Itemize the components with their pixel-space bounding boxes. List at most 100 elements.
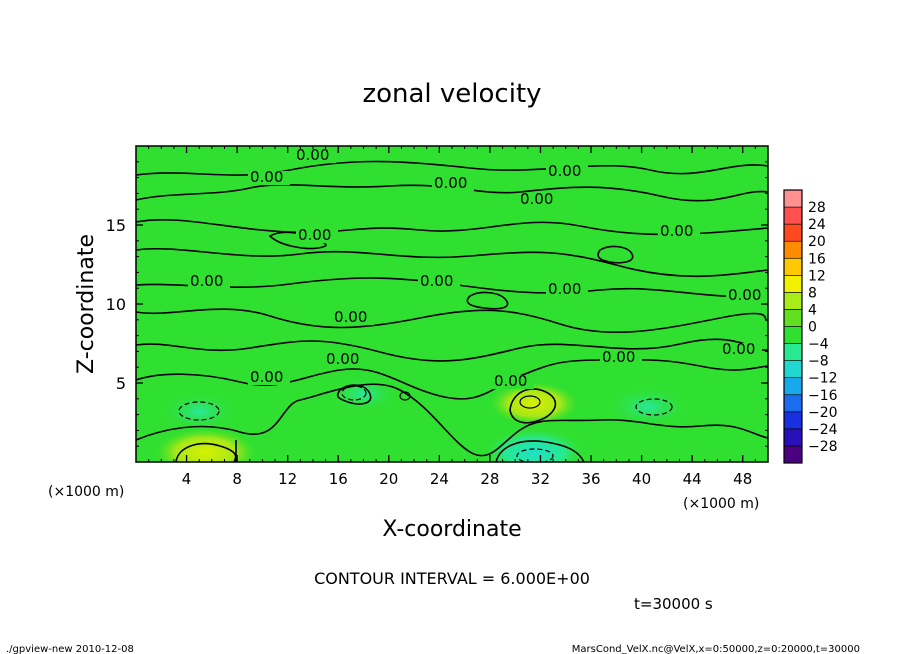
y-tick-label: 5	[116, 374, 126, 393]
contour-line	[466, 291, 509, 310]
colorbar-label: 4	[808, 302, 817, 318]
footer-right: MarsCond_VelX.nc@VelX,x=0:50000,z=0:2000…	[572, 644, 860, 654]
colorbar-swatch	[783, 275, 803, 293]
contour-label: 0.00	[660, 222, 693, 240]
x-tick-label: 40	[632, 470, 651, 488]
x-tick-label: 32	[531, 470, 550, 488]
colorbar-label: 28	[808, 200, 826, 216]
chart-title: zonal velocity	[362, 79, 541, 109]
colorbar-label: −16	[808, 388, 838, 404]
contour-label: 0.00	[434, 174, 467, 192]
y-axis-label: Z-coordinate	[74, 234, 99, 374]
colorbar-swatch	[783, 343, 803, 361]
colorbar-swatch	[783, 257, 803, 276]
contour-label: 0.00	[722, 340, 755, 358]
contour-line	[136, 338, 768, 362]
x-tick-label: 24	[430, 470, 449, 488]
contour-line	[136, 219, 768, 236]
contour-label-bg	[296, 229, 338, 243]
contour-label: 0.00	[548, 162, 581, 180]
contour-label-bg	[518, 193, 560, 207]
x-tick-label: 44	[683, 470, 702, 488]
contour-label-bg	[658, 225, 700, 239]
x-tick-label: 48	[733, 470, 752, 488]
positive-contour	[519, 395, 541, 409]
contour-label: 0.00	[520, 190, 553, 208]
colorbar-swatch	[783, 428, 803, 447]
contour-label: 0.00	[494, 372, 527, 390]
negative-contours	[178, 385, 673, 462]
footer-left: ./gpview-new 2010-12-08	[6, 644, 134, 654]
negative-region	[162, 393, 237, 430]
contour-label-bg	[726, 289, 768, 303]
colorbar-label: −24	[808, 422, 838, 438]
colorbar-label: 12	[808, 268, 826, 284]
x-tick-label: 20	[379, 470, 398, 488]
colorbar-swatch	[783, 240, 803, 259]
y-tick-label: 15	[106, 216, 126, 235]
x-tick-label: 16	[329, 470, 348, 488]
contour-label: 0.00	[334, 308, 367, 326]
contour-label-bg	[188, 275, 230, 289]
contour-label-bg	[418, 275, 460, 289]
positive-region	[490, 382, 578, 425]
contour-line	[597, 245, 634, 264]
colorbar-swatch	[783, 189, 803, 208]
colorbar-swatch	[783, 411, 803, 430]
contour-labels: 0.00 0.00 0.00 0.00 0.00 0.00 0.00 0.00 0.00 0.00…	[188, 146, 768, 390]
colorbar-label: −8	[808, 354, 829, 370]
contour-label: 0.00	[728, 286, 761, 304]
contour-label-bg	[546, 283, 588, 297]
colorbar-swatch	[783, 326, 803, 344]
x-tick-label: 28	[480, 470, 499, 488]
x-tick-label: 8	[232, 470, 242, 488]
negative-region	[484, 428, 585, 462]
colorbar-label: 0	[808, 320, 817, 336]
contour-label-bg	[294, 149, 336, 163]
colorbar-frame	[783, 189, 803, 464]
contour-line	[268, 231, 327, 250]
colorbar-label: −4	[808, 337, 829, 353]
colorbar-swatch	[783, 377, 803, 396]
x-tick-label: 4	[182, 470, 192, 488]
negative-contour	[341, 385, 367, 401]
contour-label: 0.00	[420, 272, 453, 290]
negative-region	[607, 386, 689, 427]
colorbar-swatch	[783, 223, 803, 242]
contour-label-bg	[492, 375, 534, 389]
colorbar-swatch	[783, 309, 803, 327]
contour-label: 0.00	[250, 368, 283, 386]
positive-contour	[399, 391, 411, 401]
contour-line	[336, 384, 372, 405]
x-axis-label: X-coordinate	[382, 517, 521, 542]
contour-label-bg	[332, 311, 374, 325]
colorbar-label: −12	[808, 371, 838, 387]
contour-line	[136, 160, 768, 176]
contour-label-bg	[324, 353, 366, 367]
contour-label-bg	[248, 371, 290, 385]
x-unit-left: (×1000 m)	[48, 484, 124, 500]
negative-region	[329, 377, 398, 412]
contour-line	[495, 440, 585, 462]
colorbar-swatch	[783, 206, 803, 225]
colorbar-swatch	[783, 292, 803, 310]
x-tick-label: 36	[581, 470, 600, 488]
contour-line	[136, 358, 768, 400]
contour-label-bg	[720, 343, 762, 357]
contour-interval: CONTOUR INTERVAL = 6.000E+00	[314, 569, 590, 588]
x-unit-right: (×1000 m)	[683, 496, 759, 512]
contour-label-bg	[600, 351, 642, 365]
contour-line	[509, 388, 557, 424]
colorbar-label: −28	[808, 439, 838, 455]
colorbar-label: −20	[808, 405, 838, 421]
contour-label: 0.00	[326, 350, 359, 368]
colorbar-swatch	[783, 445, 803, 464]
contour-label: 0.00	[602, 348, 635, 366]
contour-label-bg	[248, 171, 290, 185]
negative-contour	[178, 401, 220, 421]
contour-line	[136, 383, 768, 457]
contour-label: 0.00	[250, 168, 283, 186]
colorbar-swatch	[783, 360, 803, 378]
